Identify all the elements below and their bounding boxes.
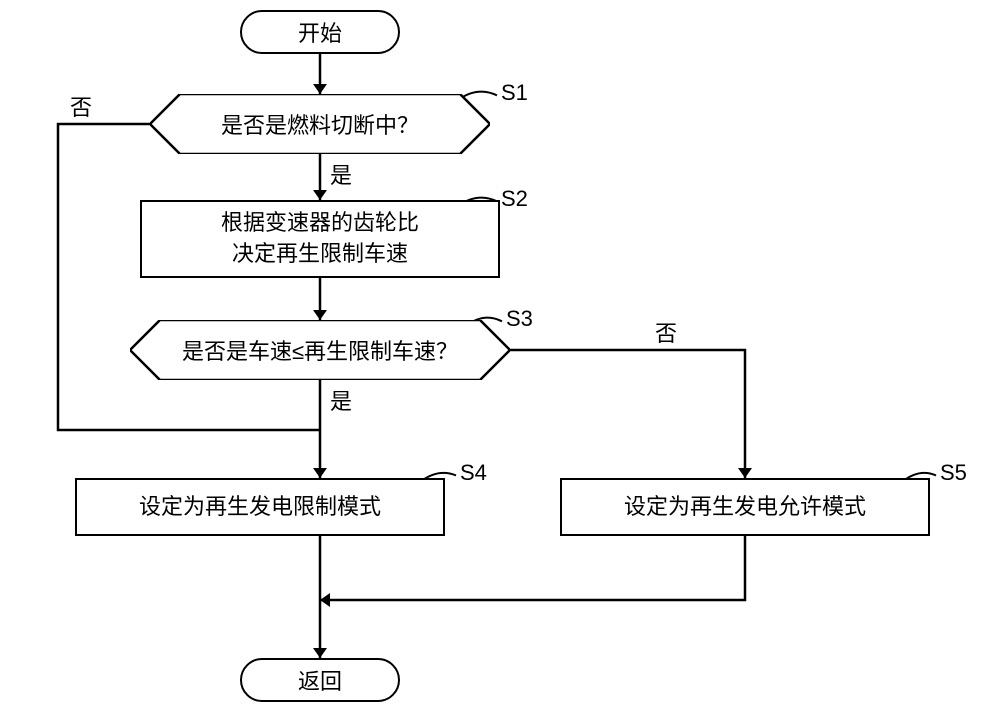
start-text: 开始: [298, 16, 342, 48]
label-no2: 否: [655, 316, 677, 348]
process-s5-text: 设定为再生发电允许模式: [624, 492, 866, 523]
step-s2: S2: [501, 186, 528, 212]
step-s3: S3: [506, 306, 533, 332]
process-s2: 根据变速器的齿轮比决定再生限制车速: [140, 200, 500, 278]
process-s4: 设定为再生发电限制模式: [75, 478, 445, 536]
decision-s3-text: 是否是车速≤再生限制车速？: [182, 334, 458, 366]
label-yes1: 是: [330, 158, 352, 190]
process-s2-text: 根据变速器的齿轮比决定再生限制车速: [221, 208, 419, 270]
process-s5: 设定为再生发电允许模式: [560, 478, 930, 536]
decision-s3: 是否是车速≤再生限制车速？: [130, 320, 510, 380]
label-yes2: 是: [330, 384, 352, 416]
step-s5: S5: [940, 460, 967, 486]
process-s4-text: 设定为再生发电限制模式: [139, 492, 381, 523]
label-no1: 否: [70, 90, 92, 122]
decision-s1-text: 是否是燃料切断中？: [221, 108, 419, 140]
step-s1: S1: [501, 80, 528, 106]
step-s4: S4: [460, 460, 487, 486]
decision-s1: 是否是燃料切断中？: [150, 94, 490, 154]
terminator-return: 返回: [240, 658, 400, 702]
terminator-start: 开始: [240, 10, 400, 54]
return-text: 返回: [298, 664, 342, 696]
